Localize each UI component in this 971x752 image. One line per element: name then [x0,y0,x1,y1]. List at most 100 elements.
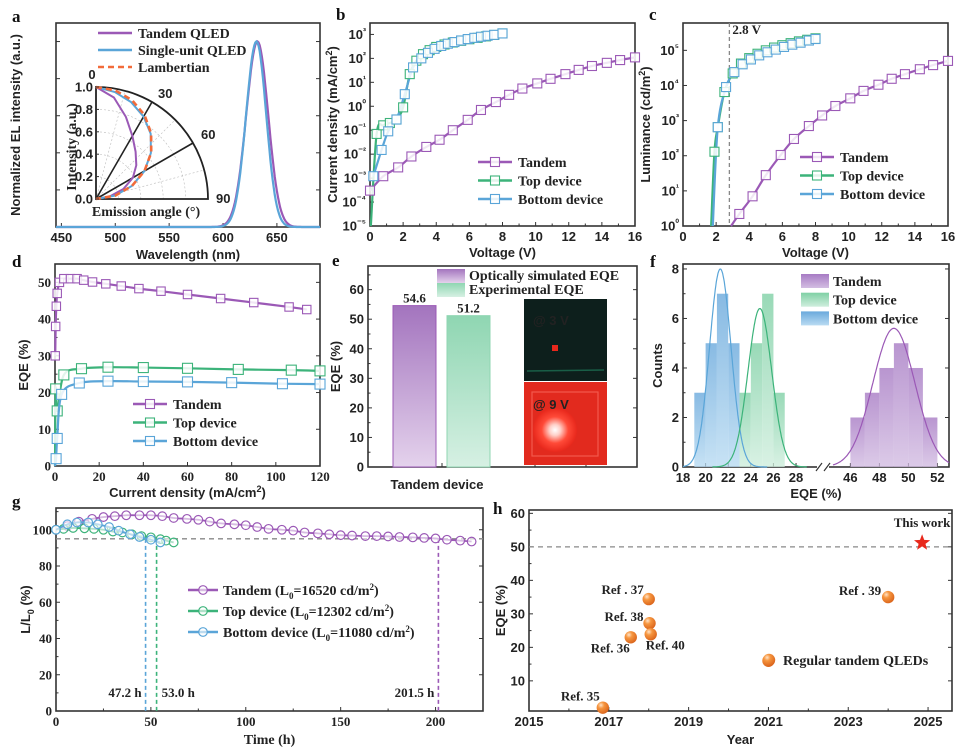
legend-label-bottom-device: Bottom device (L0=11080 cd/m2) [223,624,415,643]
circle-marker [216,518,227,529]
y-tick-label: 10⁻³ [344,170,366,186]
y-tick-label: 30 [511,606,525,621]
x-tick-label: 80 [225,469,238,484]
x-tick-label: 50 [144,714,157,729]
square-marker [721,82,732,93]
lifetime-label: 53.0 h [162,685,196,700]
polar-grid-arc [95,153,142,200]
x-tick-label: 2019 [674,714,703,729]
histogram-bar [694,392,706,467]
y-tick-label: 10¹ [349,74,366,90]
legend-swatch-simulated [437,269,465,283]
y-tick-label: 40 [39,631,52,646]
square-marker [393,162,404,173]
plot-frame [367,265,638,468]
histogram-bar [850,417,865,467]
chart-panel-a: 0.00.20.40.60.81.0450500550600650Wavelen… [0,22,321,262]
circle-marker [360,531,371,541]
x-tick-label: 8 [812,229,819,244]
square-marker [873,79,884,90]
y-tick-label: 80 [39,559,52,574]
x-tick-label: 24 [744,470,759,485]
circle-marker [121,510,132,521]
y-axis-label: EQE (%) [493,585,508,636]
y-tick-label: 10 [511,673,525,688]
y-tick-label: 10⁰ [348,98,366,114]
x-tick-label: 2023 [834,714,863,729]
x-tick-label: 2025 [914,714,943,729]
emission-pixel-3v [552,345,558,351]
square-marker [421,141,432,153]
axis-break-mark [823,462,831,472]
emission-glow-9v [533,408,577,452]
circle-marker [92,519,103,530]
square-marker [845,93,856,104]
square-marker [301,304,312,315]
y-tick-label: 100 [33,522,53,537]
polar-angle-label: 60 [201,127,215,142]
x-tick-label: 60 [181,469,194,484]
square-marker [914,64,925,75]
x-axis-label: EQE (%) [790,486,841,501]
legend-label-tandem-qled: Tandem QLED [138,27,230,42]
plot-frame [55,507,484,712]
square-marker [116,281,127,291]
circle-marker [83,517,94,528]
axis-break-mark [815,462,823,472]
square-marker [858,85,869,96]
this-work-label: This work [894,515,951,530]
chart-panel-e: 0 10 20 30 40 50 60 EQE (%) Tandem device 54.6 51.… [328,265,638,492]
bar-data-label: 51.2 [457,301,480,316]
gaussian-fit-bottom-device [682,268,768,468]
circle-marker [371,531,382,541]
point-label: Ref . 39 [839,583,882,598]
polar-r-tick-label: 1.0 [75,80,93,95]
legend-label-tandem: Tandem [833,275,882,290]
y-axis-label: Normalized EL intensity (a.u.) [8,34,23,216]
polar-series-tandem-qled [95,86,138,200]
square-marker [51,301,62,311]
y-tick-label: 40 [38,312,51,327]
y-tick-label: 40 [511,573,525,588]
y-tick-label: 0 [357,460,364,475]
square-marker [788,133,800,145]
legend-swatch [801,311,829,326]
x-tick-label: 10 [841,229,855,244]
y-axis-label: L/L0 (%) [18,585,36,633]
x-tick-label: 16 [941,229,955,244]
histogram-bar [922,417,938,467]
square-marker [406,151,417,162]
polar-series-lambertian [95,85,153,201]
x-tick-label: 8 [499,229,506,244]
point-label: Ref . 37 [601,582,644,597]
x-tick-label: 46 [843,470,857,485]
legend-label-bottom-device: Bottom device [840,188,925,203]
x-tick-label: 600 [212,230,234,245]
chart-panel-h: 10 20 30 40 50 60 2015 2017 2019 2021 2023 2025 Year… [493,506,953,747]
histogram-bar [773,392,785,467]
circle-marker [51,524,61,535]
x-tick-label: 650 [266,230,288,245]
y-tick-label: 10⁻⁴ [342,194,366,210]
legend-marker [762,653,776,667]
polar-angle-label: 30 [158,86,172,101]
polar-r-tick-label: 0.4 [75,147,94,162]
legend-label-top-device: Top device [833,294,897,309]
circle-marker [299,527,310,538]
x-tick-label: 12 [875,229,889,244]
square-marker [734,208,745,220]
y-axis-label: EQE (%) [16,339,31,390]
point-label: Ref. 35 [561,689,600,704]
photo-frame-9v [531,391,599,457]
square-marker [447,125,458,136]
x-tick-label: 0 [52,469,59,484]
square-marker [778,41,790,52]
circle-marker [113,525,124,536]
x-tick-label: 16 [628,229,642,244]
square-marker [416,53,427,64]
data-point [596,701,610,714]
square-marker [181,362,194,374]
circle-marker [466,536,477,547]
point-label: Ref. 38 [605,609,644,624]
polar-r-tick-label: 0.0 [75,192,93,207]
